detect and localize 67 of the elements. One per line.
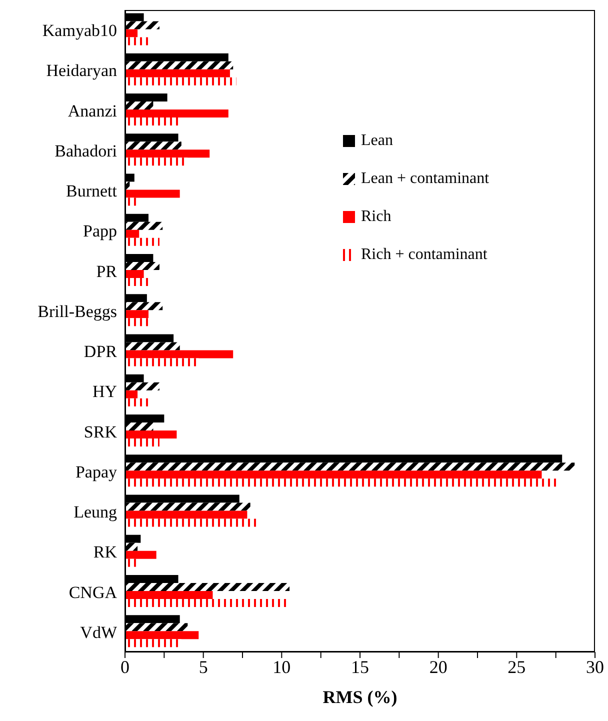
bar: [125, 558, 136, 567]
bar: [125, 238, 160, 246]
bar: [125, 150, 210, 158]
x-tick-label: 10: [272, 656, 291, 677]
bar: [125, 21, 160, 30]
y-tick-label: CNGA: [68, 582, 118, 602]
bar: [125, 109, 228, 118]
y-tick-label: Ananzi: [68, 101, 118, 120]
legend-label: Rich + contaminant: [361, 245, 488, 265]
bar: [125, 502, 250, 511]
bar: [125, 270, 144, 278]
bar: [125, 430, 177, 438]
y-tick-label: Leung: [74, 502, 118, 522]
bar: [125, 142, 182, 150]
y-tick-label: Bahadori: [54, 141, 118, 160]
bar: [125, 222, 163, 230]
legend-label: Lean: [361, 131, 393, 151]
x-tick-label: 30: [586, 656, 604, 677]
bar: [125, 631, 199, 640]
y-tick-label: PR: [96, 262, 118, 281]
bar: [125, 69, 230, 78]
legend-label: Rich: [361, 207, 392, 227]
bar: [125, 77, 236, 86]
bar: [125, 350, 234, 358]
bar: [125, 198, 136, 206]
y-tick-label: Heidaryan: [46, 61, 118, 80]
bar: [125, 230, 140, 238]
bar: [125, 470, 542, 479]
bar: [125, 190, 180, 198]
bar: [125, 382, 160, 390]
bar: [125, 262, 160, 270]
bar: [125, 358, 199, 366]
y-tick-label: Brill-Beggs: [38, 302, 117, 321]
bar: [125, 61, 234, 70]
x-tick-label: 25: [508, 656, 526, 677]
y-tick-label: Papp: [83, 222, 117, 241]
bar: [125, 639, 182, 648]
y-tick-label: RK: [93, 542, 118, 562]
bar: [125, 590, 213, 599]
bar: [125, 462, 575, 471]
y-tick-label: DPR: [84, 342, 118, 362]
bar: [125, 158, 188, 166]
bar: [125, 510, 248, 519]
x-tick-label: 5: [198, 656, 208, 677]
bar: [125, 422, 154, 430]
y-tick-label: Papay: [75, 462, 118, 482]
y-tick-label: Kamyab10: [42, 21, 117, 40]
x-tick-label: 20: [429, 656, 448, 677]
bar: [125, 542, 138, 551]
x-tick-label: 15: [351, 656, 369, 677]
bar: [125, 478, 558, 487]
bar: [125, 101, 154, 110]
bar: [125, 550, 156, 559]
bar: [125, 623, 188, 632]
bar: [125, 310, 148, 318]
y-tick-label: VdW: [80, 622, 118, 642]
bar: [125, 342, 180, 350]
bar: [125, 390, 138, 398]
x-axis-title: RMS (%): [322, 687, 398, 707]
y-tick-label: HY: [92, 382, 117, 402]
x-tick-label: 0: [120, 656, 130, 677]
bar: [125, 29, 138, 38]
bar: [125, 582, 290, 591]
bar: [125, 302, 163, 310]
y-tick-label: SRK: [84, 422, 118, 442]
legend-label: Lean + contaminant: [361, 169, 490, 189]
y-tick-label: Burnett: [66, 182, 118, 201]
